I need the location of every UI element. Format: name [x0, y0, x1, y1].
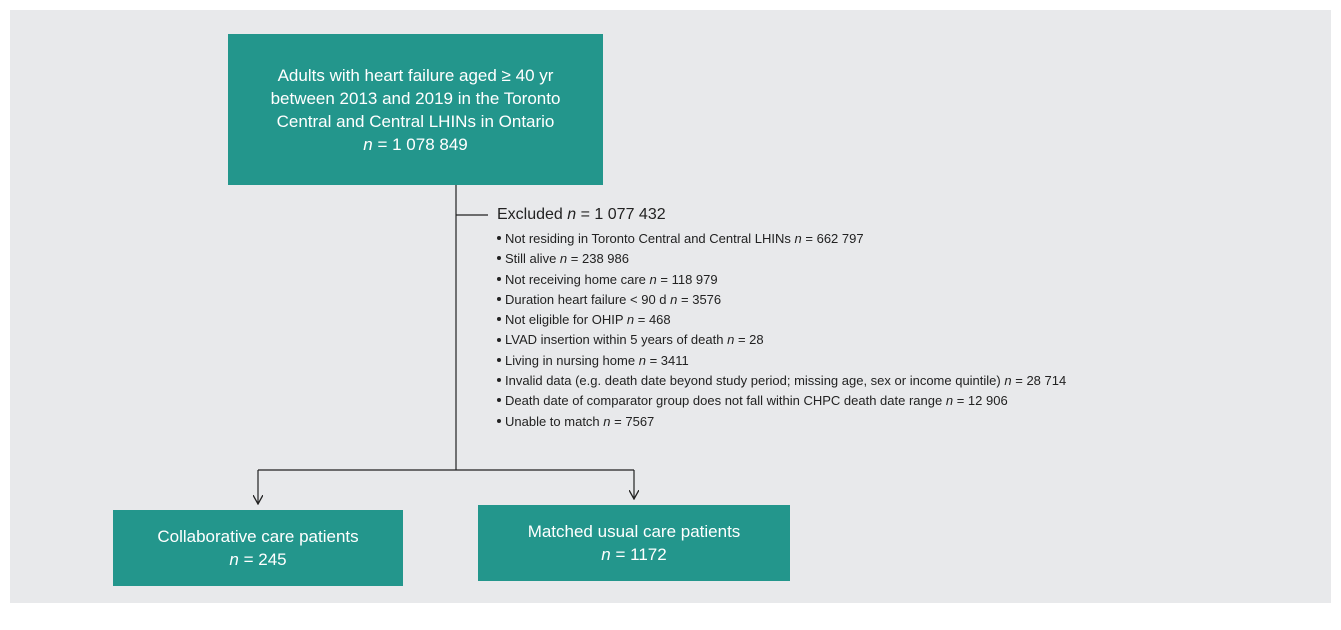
count-value: = 28 714	[1015, 373, 1067, 389]
count-value: = 238 986	[570, 251, 629, 267]
bullet	[497, 256, 501, 261]
exclusion-item: Not residing in Toronto Central and Cent…	[497, 229, 1066, 249]
count-value: = 245	[243, 550, 287, 569]
bullet	[497, 317, 501, 322]
count-symbol: n	[727, 332, 735, 348]
item-text: Not eligible for OHIP	[505, 312, 624, 328]
count-symbol: n	[601, 545, 611, 564]
box-count: n = 1 078 849	[228, 133, 603, 156]
count-symbol: n	[1004, 373, 1012, 389]
count-value: = 12 906	[956, 393, 1008, 409]
exclusion-item: Duration heart failure < 90 d n = 3576	[497, 290, 1066, 310]
item-text: Not residing in Toronto Central and Cent…	[505, 231, 791, 246]
exclusion-list: Excluded n = 1 077 432 Not residing in To…	[497, 205, 1066, 432]
box-count: n = 245	[113, 548, 403, 571]
bullet	[497, 236, 501, 241]
item-text: LVAD insertion within 5 years of death	[505, 332, 724, 348]
count-symbol: n	[638, 352, 646, 368]
bullet	[497, 418, 501, 423]
count-value: = 28	[737, 332, 764, 348]
bullet	[497, 296, 501, 301]
item-text: Living in nursing home	[505, 352, 636, 368]
exclusion-item: Unable to match n = 7567	[497, 412, 1066, 432]
bullet	[497, 378, 501, 383]
bullet	[497, 357, 501, 362]
exclusion-item: Not eligible for OHIP n = 468	[497, 310, 1066, 330]
bullet	[497, 276, 501, 281]
count-symbol: n	[649, 271, 657, 287]
right-box: Matched usual care patients n = 1172	[478, 505, 790, 581]
bullet	[497, 337, 501, 342]
exclusion-item: Living in nursing home n = 3411	[497, 351, 1066, 371]
item-text: Unable to match	[505, 413, 600, 429]
count-symbol: n	[363, 134, 373, 154]
exclusion-item: Invalid data (e.g. death date beyond stu…	[497, 371, 1066, 391]
count-value: = 1 077 432	[580, 206, 666, 223]
excluded-label: Excluded	[497, 206, 563, 223]
box-count: n = 1172	[478, 543, 790, 566]
exclusion-item: LVAD insertion within 5 years of death n…	[497, 330, 1066, 350]
count-value: = 3576	[681, 291, 722, 307]
count-symbol: n	[603, 413, 611, 429]
item-text: Death date of comparator group does not …	[505, 393, 943, 409]
count-value: = 3411	[649, 352, 689, 368]
count-symbol: n	[945, 393, 954, 409]
count-symbol: n	[229, 550, 239, 569]
box-line: Central and Central LHINs in Ontario	[276, 111, 555, 131]
count-symbol: n	[670, 291, 678, 307]
count-value: = 7567	[614, 413, 655, 429]
item-text: Not receiving home care	[505, 271, 646, 287]
left-box: Collaborative care patients n = 245	[113, 510, 403, 586]
count-symbol: n	[559, 251, 568, 267]
count-value: = 1172	[615, 545, 667, 564]
box-label: Collaborative care patients	[157, 527, 359, 546]
top-box: Adults with heart failure aged ≥ 40 yr be…	[228, 34, 603, 185]
exclusion-item: Still alive n = 238 986	[497, 249, 1066, 269]
item-text: Duration heart failure < 90 d	[505, 291, 667, 307]
count-value: = 468	[637, 312, 671, 328]
exclusion-item: Not receiving home care n = 118 979	[497, 270, 1066, 290]
count-value: = 1 078 849	[377, 134, 468, 154]
excluded-heading: Excluded n = 1 077 432	[497, 205, 1066, 225]
count-value: = 118 979	[660, 271, 718, 287]
box-line: Adults with heart failure aged ≥ 40 yr	[277, 65, 554, 85]
bullet	[497, 398, 501, 403]
count-value: = 662 797	[805, 231, 864, 246]
box-line: between 2013 and 2019 in the Toronto	[270, 88, 561, 108]
count-symbol: n	[626, 312, 635, 328]
item-text: Still alive	[505, 251, 557, 267]
item-text: Invalid data (e.g. death date beyond stu…	[505, 373, 1001, 389]
count-symbol: n	[567, 206, 577, 223]
exclusion-item: Death date of comparator group does not …	[497, 391, 1066, 411]
box-label: Matched usual care patients	[527, 522, 741, 541]
count-symbol: n	[794, 231, 802, 246]
